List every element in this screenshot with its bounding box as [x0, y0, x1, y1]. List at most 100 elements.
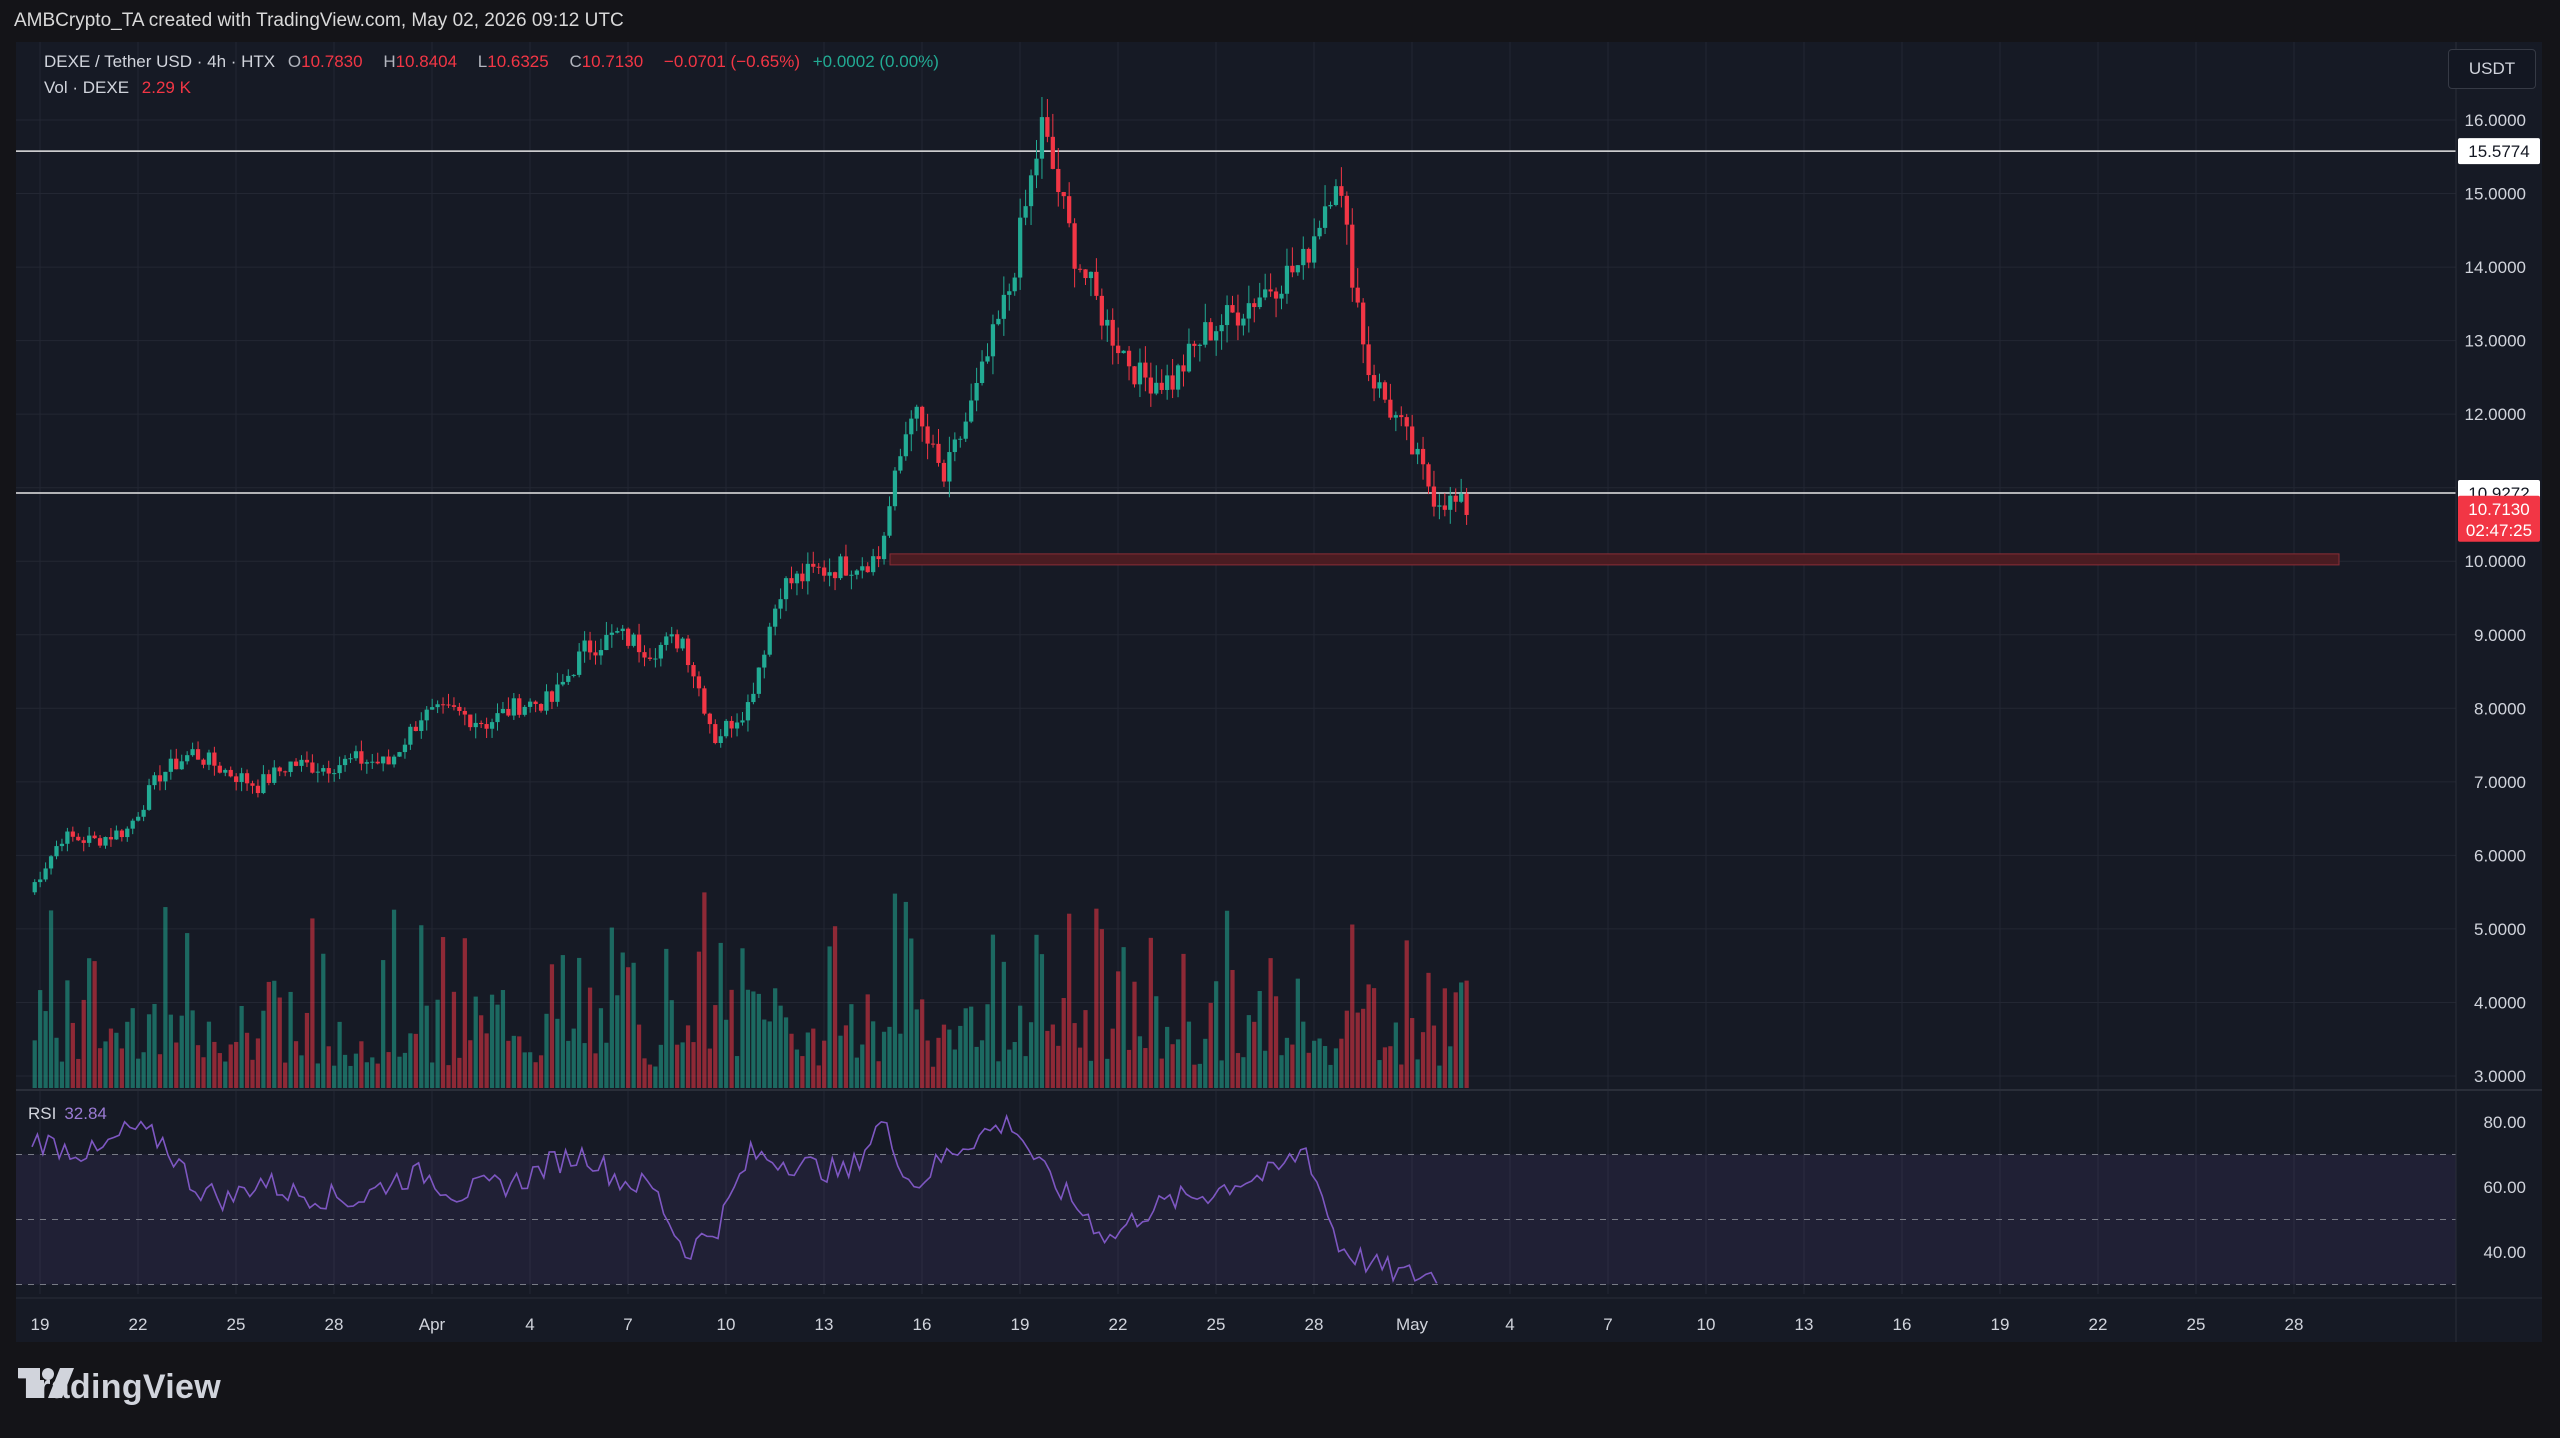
candle-body — [724, 720, 729, 737]
candle-body — [446, 704, 451, 706]
x-tick-label: 13 — [815, 1315, 834, 1334]
y-tick-label: 8.0000 — [2474, 699, 2526, 718]
volume-bar — [1148, 937, 1153, 1088]
volume-bar — [1186, 1021, 1192, 1088]
candle-body — [1154, 382, 1159, 394]
volume-bar — [1105, 1058, 1110, 1088]
volume-bar — [914, 1009, 919, 1088]
volume-bar — [1257, 991, 1262, 1088]
candle-body — [108, 837, 114, 840]
candle-body — [1306, 248, 1311, 263]
candle-body — [1214, 331, 1219, 341]
candle-body — [1219, 325, 1224, 332]
volume-bar — [293, 1041, 299, 1088]
last-price-tag — [2458, 495, 2540, 542]
candle-body — [234, 776, 239, 783]
candle-body — [1312, 236, 1317, 263]
volume-bar — [1312, 1040, 1317, 1088]
candle-body — [217, 765, 222, 773]
volume-bar — [206, 1021, 212, 1088]
y-tick-label: 4.0000 — [2474, 993, 2526, 1012]
currency-button[interactable]: USDT — [2448, 49, 2536, 89]
candle-body — [762, 654, 767, 668]
candle-body — [626, 628, 631, 646]
volume-bar — [462, 938, 467, 1088]
candle-body — [1284, 265, 1290, 294]
candle-body — [430, 707, 435, 710]
rsi-label[interactable]: RSI — [28, 1104, 57, 1123]
volume-bar — [560, 955, 565, 1088]
volume-bar — [315, 1063, 320, 1088]
x-tick-label: 25 — [1207, 1315, 1226, 1334]
volume-bar — [1192, 1064, 1197, 1088]
volume-bar — [974, 1046, 979, 1088]
candle-body — [1121, 350, 1126, 354]
volume-bar — [1328, 1064, 1333, 1088]
volume-bar — [1067, 913, 1072, 1088]
volume-bar — [1339, 1038, 1344, 1088]
candle-body — [435, 704, 440, 708]
volume-bar — [1404, 940, 1409, 1088]
volume-bar — [386, 1052, 391, 1088]
candle-body — [1344, 195, 1349, 225]
volume-bar — [38, 990, 43, 1088]
grid-lines — [16, 42, 2456, 1294]
x-tick-label: 28 — [2285, 1315, 2304, 1334]
volume-bar — [718, 942, 723, 1088]
volume-bar — [941, 1024, 947, 1088]
low-value: 10.6325 — [487, 52, 549, 71]
candle-body — [283, 771, 288, 773]
candle-body — [174, 758, 179, 770]
volume-bar — [664, 948, 669, 1088]
symbol-title[interactable]: DEXE / Tether USD · 4h · HTX — [44, 52, 276, 71]
candle-body — [348, 758, 353, 760]
volume-bar — [310, 918, 315, 1088]
candle-body — [1339, 186, 1344, 196]
volume-bar — [642, 1058, 647, 1088]
volume-bar — [136, 1058, 141, 1088]
tradingview-logo[interactable]: TradingView — [18, 1368, 221, 1407]
candle-body — [816, 566, 821, 568]
volume-bar — [1072, 1023, 1077, 1088]
candle-body — [827, 572, 832, 576]
volume-bar — [402, 1052, 408, 1088]
volume-bar — [1094, 908, 1099, 1088]
volume-bar — [1028, 1022, 1034, 1088]
volume-bar — [457, 1057, 462, 1088]
chart-panel[interactable]: 16.000015.000014.000013.000012.000011.00… — [16, 42, 2542, 1342]
candle-body — [32, 882, 37, 893]
volume-bar — [1132, 981, 1137, 1088]
volume-bar — [1116, 971, 1121, 1088]
candle-body — [974, 382, 979, 401]
candle-body — [125, 828, 130, 838]
candle-body — [533, 701, 538, 705]
candle-body — [740, 720, 745, 723]
candle-body — [315, 771, 320, 773]
volume-bars — [32, 892, 1469, 1088]
volume-bar — [724, 1019, 729, 1088]
candle-body — [506, 708, 511, 716]
candle-body — [1018, 217, 1023, 278]
candle-body — [1159, 382, 1164, 390]
volume-bar — [740, 948, 745, 1088]
x-tick-label: 28 — [1305, 1315, 1324, 1334]
candle-body — [272, 767, 277, 783]
volume-bar — [571, 1028, 576, 1088]
chart-canvas[interactable]: 16.000015.000014.000013.000012.000011.00… — [16, 42, 2542, 1342]
candle-body — [1252, 303, 1257, 308]
volume-bar — [1224, 910, 1230, 1088]
candle-body — [299, 759, 304, 766]
volume-bar — [1284, 1037, 1290, 1088]
candle-body — [1453, 495, 1458, 502]
candle-body — [381, 756, 386, 764]
candle-body — [1023, 206, 1028, 218]
volume-label[interactable]: Vol · DEXE — [44, 78, 130, 97]
candle-body — [397, 752, 402, 757]
candle-body — [528, 701, 533, 707]
candle-body — [805, 563, 810, 582]
volume-bar — [544, 1013, 549, 1088]
volume-bar — [87, 958, 92, 1088]
volume-bar — [892, 893, 898, 1088]
demand-zone-rect — [889, 553, 2340, 566]
candle-body — [832, 572, 838, 579]
